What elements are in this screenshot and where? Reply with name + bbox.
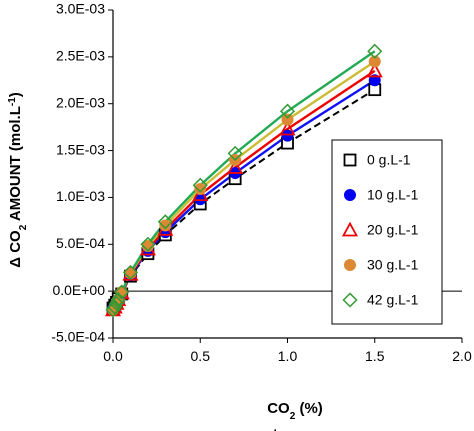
data-point [192, 186, 209, 202]
y-axis-title-pre: Δ CO [7, 230, 24, 268]
series-markers-4 [105, 43, 383, 318]
y-tick-label: 2.0E-03 [56, 94, 105, 110]
data-point [108, 295, 125, 311]
y-tick-label: 0.0E+00 [52, 282, 105, 298]
y-axis-title-mid: AMOUNT (mol.L [7, 106, 24, 225]
y-axis-title-subscript: 2 [18, 224, 29, 230]
data-point [366, 62, 383, 78]
data-point [368, 55, 381, 68]
y-tick-label: 1.5E-03 [56, 141, 105, 157]
data-point [114, 284, 130, 300]
data-point [159, 219, 172, 232]
y-axis-title-post: ) [7, 92, 24, 97]
x-axis-title: CO2 (%) [267, 400, 323, 422]
legend-marker [344, 189, 356, 201]
legend-label: 20 g.L-1 [367, 222, 419, 238]
legend-label: 0 g.L-1 [367, 152, 411, 168]
legend-marker [341, 221, 359, 237]
data-point [122, 264, 139, 280]
legend-label: 10 g.L-1 [367, 187, 419, 203]
data-point [192, 177, 208, 193]
x-axis-title-main: CO [267, 400, 290, 417]
footnote-mark: . [273, 418, 277, 431]
y-axis-title-superscript: -1 [7, 97, 18, 106]
y-tick-label: 1.0E-03 [56, 188, 105, 204]
data-point [279, 120, 296, 136]
data-point [367, 43, 383, 59]
x-tick-label: 1.5 [365, 348, 385, 364]
data-point [194, 182, 207, 195]
series-group [104, 43, 383, 318]
data-point [227, 159, 244, 174]
data-point [279, 103, 296, 119]
legend-label: 30 g.L-1 [367, 257, 419, 273]
data-point [368, 74, 381, 87]
x-tick-label: 0.0 [103, 348, 123, 364]
y-tick-label: -5.0E-04 [51, 329, 105, 345]
axes: -5.0E-04 0.0E+00 5.0E-04 1.0E-03 1.5E-03 2.0E… [51, 1, 472, 364]
x-tick-label: 0.5 [191, 348, 211, 364]
data-point [281, 113, 294, 126]
x-axis-title-subscript: 2 [290, 411, 296, 422]
legend-marker [343, 153, 357, 167]
y-tick-label: 2.5E-03 [56, 48, 105, 64]
legend: 0 g.L-1 10 g.L-1 20 g.L-1 30 g.L-1 42 g.L-1 [331, 139, 443, 325]
y-axis-title: Δ CO2 AMOUNT (mol.L-1) [7, 92, 29, 268]
y-tick-label: 3.0E-03 [56, 1, 105, 17]
legend-marker [344, 259, 356, 271]
x-tick-label: 2.0 [452, 348, 472, 364]
x-axis-title-tail: (%) [295, 400, 323, 417]
y-tick-label: 5.0E-04 [56, 235, 105, 251]
legend-label: 42 g.L-1 [367, 292, 419, 308]
data-point [227, 145, 243, 161]
data-point [157, 214, 173, 230]
legend-marker [342, 292, 358, 308]
data-point [140, 236, 156, 252]
data-point [281, 129, 294, 142]
x-tick-label: 1.0 [278, 348, 298, 364]
